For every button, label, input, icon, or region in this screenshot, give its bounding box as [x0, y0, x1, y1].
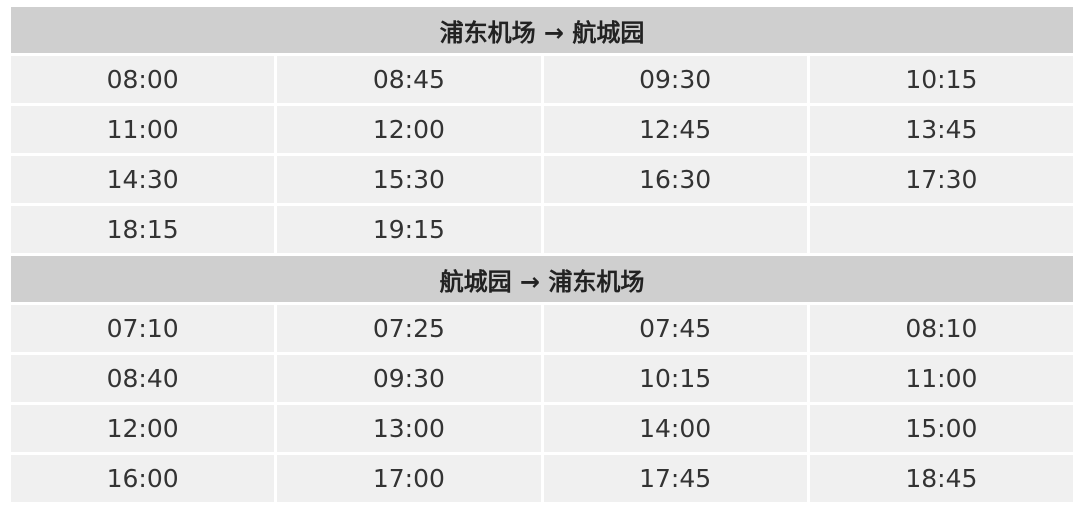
departure-time-cell: 12:45 — [543, 106, 807, 153]
departure-time-cell: 08:00 — [11, 56, 275, 103]
table-row: 08:00 08:45 09:30 10:15 — [11, 56, 1073, 103]
timetable: 浦东机场 → 航城园 08:00 08:45 09:30 10:15 11:00 12:00… — [8, 4, 1076, 505]
table-row: 14:30 15:30 16:30 17:30 — [11, 156, 1073, 203]
table-row: 12:00 13:00 14:00 15:00 — [11, 405, 1073, 452]
departure-time-cell: 12:00 — [11, 405, 275, 452]
section-header-row: 航城园 → 浦东机场 — [11, 256, 1073, 302]
departure-time-cell: 17:45 — [543, 455, 807, 502]
departure-time-cell — [809, 206, 1073, 253]
section-title: 浦东机场 → 航城园 — [11, 7, 1073, 53]
departure-time-cell: 13:00 — [277, 405, 541, 452]
departure-time-cell: 18:15 — [11, 206, 275, 253]
departure-time-cell: 17:00 — [277, 455, 541, 502]
departure-time-cell: 11:00 — [809, 355, 1073, 402]
departure-time-cell: 09:30 — [277, 355, 541, 402]
departure-time-cell: 14:00 — [543, 405, 807, 452]
departure-time-cell: 16:00 — [11, 455, 275, 502]
departure-time-cell: 15:00 — [809, 405, 1073, 452]
departure-time-cell: 09:30 — [543, 56, 807, 103]
section-header-row: 浦东机场 → 航城园 — [11, 7, 1073, 53]
departure-time-cell: 11:00 — [11, 106, 275, 153]
departure-time-cell: 19:15 — [277, 206, 541, 253]
departure-time-cell: 07:10 — [11, 305, 275, 352]
table-row: 16:00 17:00 17:45 18:45 — [11, 455, 1073, 502]
departure-time-cell: 08:10 — [809, 305, 1073, 352]
departure-time-cell: 12:00 — [277, 106, 541, 153]
table-row: 07:10 07:25 07:45 08:10 — [11, 305, 1073, 352]
departure-time-cell: 10:15 — [809, 56, 1073, 103]
section-title: 航城园 → 浦东机场 — [11, 256, 1073, 302]
departure-time-cell: 08:40 — [11, 355, 275, 402]
departure-time-cell: 07:45 — [543, 305, 807, 352]
departure-time-cell: 13:45 — [809, 106, 1073, 153]
departure-time-cell: 14:30 — [11, 156, 275, 203]
departure-time-cell: 18:45 — [809, 455, 1073, 502]
departure-time-cell: 15:30 — [277, 156, 541, 203]
departure-time-cell: 08:45 — [277, 56, 541, 103]
departure-time-cell — [543, 206, 807, 253]
departure-time-cell: 07:25 — [277, 305, 541, 352]
table-row: 08:40 09:30 10:15 11:00 — [11, 355, 1073, 402]
table-row: 18:15 19:15 — [11, 206, 1073, 253]
table-row: 11:00 12:00 12:45 13:45 — [11, 106, 1073, 153]
departure-time-cell: 17:30 — [809, 156, 1073, 203]
departure-time-cell: 16:30 — [543, 156, 807, 203]
departure-time-cell: 10:15 — [543, 355, 807, 402]
